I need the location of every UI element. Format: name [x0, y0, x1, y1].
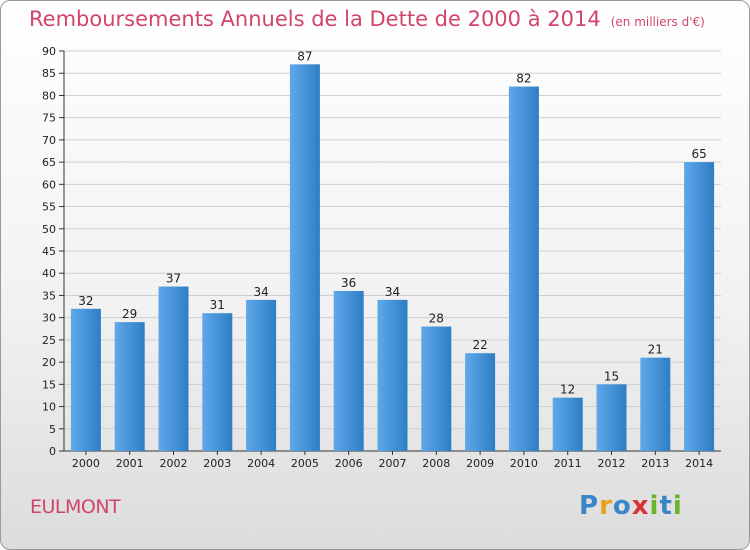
bar [246, 299, 277, 451]
y-tick-label: 85 [42, 67, 56, 80]
y-tick-label: 60 [42, 178, 56, 191]
x-tick-label: 2007 [379, 457, 407, 470]
y-tick-label: 80 [42, 89, 56, 102]
bar-value-label: 21 [648, 343, 663, 357]
y-tick-label: 5 [49, 423, 56, 436]
bar-value-label: 34 [385, 285, 400, 299]
x-tick-label: 2001 [116, 457, 144, 470]
bar [202, 313, 233, 451]
bars [70, 64, 715, 452]
bar [421, 326, 452, 451]
bar [596, 384, 627, 451]
x-tick-label: 2011 [554, 457, 582, 470]
logo-letter: i [649, 491, 660, 521]
bar [684, 162, 715, 451]
y-tick-label: 30 [42, 312, 56, 325]
proxiti-logo: Proxiti [579, 491, 683, 521]
bar-value-label: 28 [429, 312, 444, 326]
x-tick-label: 2000 [72, 457, 100, 470]
unit-note: (en milliers d'€) [610, 15, 705, 29]
bar-value-label: 32 [78, 294, 93, 308]
bar-value-label: 82 [516, 72, 531, 86]
bar [333, 291, 364, 451]
bar [114, 322, 145, 451]
chart-title: Remboursements Annuels de la Dette de 20… [29, 7, 705, 31]
x-tick-label: 2008 [422, 457, 450, 470]
x-tick-label: 2009 [466, 457, 494, 470]
bar [289, 64, 320, 452]
title-text: Remboursements Annuels de la Dette de 20… [29, 7, 601, 31]
bar [465, 353, 496, 451]
bar-value-label: 37 [166, 272, 181, 286]
y-tick-label: 90 [42, 45, 56, 58]
bar [158, 286, 189, 451]
x-tick-label: 2005 [291, 457, 319, 470]
y-tick-label: 45 [42, 245, 56, 258]
bar-value-label: 65 [691, 147, 706, 161]
x-tick-label: 2014 [685, 457, 713, 470]
logo-letter: P [579, 491, 600, 521]
logo-letter: t [659, 491, 673, 521]
x-tick-label: 2002 [160, 457, 188, 470]
bar-value-label: 29 [122, 307, 137, 321]
y-tick-label: 15 [42, 378, 56, 391]
x-tick-label: 2004 [247, 457, 275, 470]
x-tick-label: 2003 [203, 457, 231, 470]
y-tick-label: 20 [42, 356, 56, 369]
bar-value-label: 36 [341, 276, 356, 290]
y-tick-label: 55 [42, 201, 56, 214]
bar-value-label: 87 [297, 49, 312, 63]
bar [70, 308, 101, 451]
logo-letter: x [631, 491, 650, 521]
bar-value-label: 15 [604, 369, 619, 383]
bar [508, 86, 539, 452]
y-tick-label: 70 [42, 134, 56, 147]
logo-letter: r [599, 491, 613, 521]
bar-value-label: 22 [472, 338, 487, 352]
y-tick-label: 65 [42, 156, 56, 169]
bar-value-label: 12 [560, 383, 575, 397]
y-tick-label: 0 [49, 445, 56, 458]
logo-letter: o [612, 491, 632, 521]
logo-letter: i [672, 491, 683, 521]
y-tick-label: 25 [42, 334, 56, 347]
x-tick-labels: 2000 2001 2002 2003 2004 2005 2006 2007 2008 2009… [72, 451, 713, 470]
bar [377, 299, 408, 451]
bar-value-label: 31 [210, 298, 225, 312]
y-tick-label: 75 [42, 112, 56, 125]
commune-name: EULMONT [30, 496, 121, 518]
x-tick-label: 2006 [335, 457, 363, 470]
bar [640, 357, 671, 451]
x-tick-label: 2013 [641, 457, 669, 470]
y-tick-label: 35 [42, 289, 56, 302]
y-tick-label: 40 [42, 267, 56, 280]
bar-value-label: 34 [253, 285, 268, 299]
y-tick-label: 10 [42, 401, 56, 414]
x-tick-label: 2010 [510, 457, 538, 470]
y-tick-labels: 0 5 10 15 20 25 30 35 40 45 50 55 60 65 70 75 80 85 90 [42, 45, 56, 458]
x-tick-label: 2012 [598, 457, 626, 470]
bar [552, 397, 583, 451]
value-labels: 32 29 37 31 34 87 36 34 28 22 82 12 15 21 65 [78, 49, 706, 396]
y-tick-label: 50 [42, 223, 56, 236]
